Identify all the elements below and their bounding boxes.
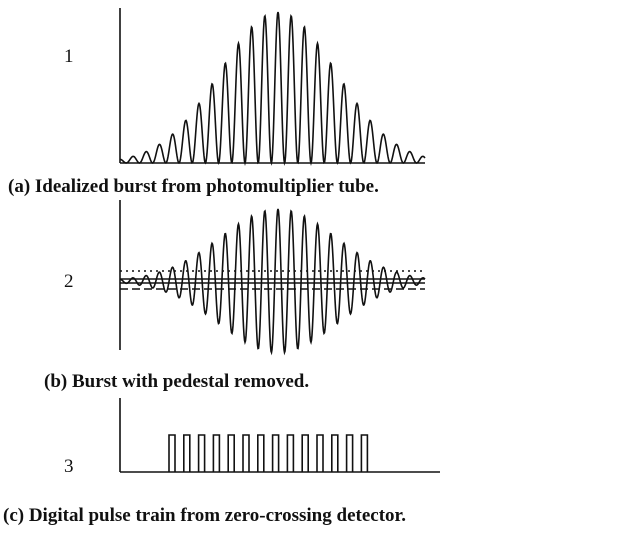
panel-label: 3 bbox=[64, 456, 74, 477]
burst-waveform bbox=[119, 208, 426, 356]
panel-label: 1 bbox=[64, 46, 74, 67]
caption: (b) Burst with pedestal removed. bbox=[44, 371, 309, 392]
caption: (a) Idealized burst from photomultiplier… bbox=[8, 176, 379, 197]
panel-label: 2 bbox=[64, 271, 74, 292]
pulse-train bbox=[168, 434, 369, 472]
caption: (c) Digital pulse train from zero-crossi… bbox=[3, 505, 406, 526]
burst-waveform bbox=[119, 11, 426, 167]
